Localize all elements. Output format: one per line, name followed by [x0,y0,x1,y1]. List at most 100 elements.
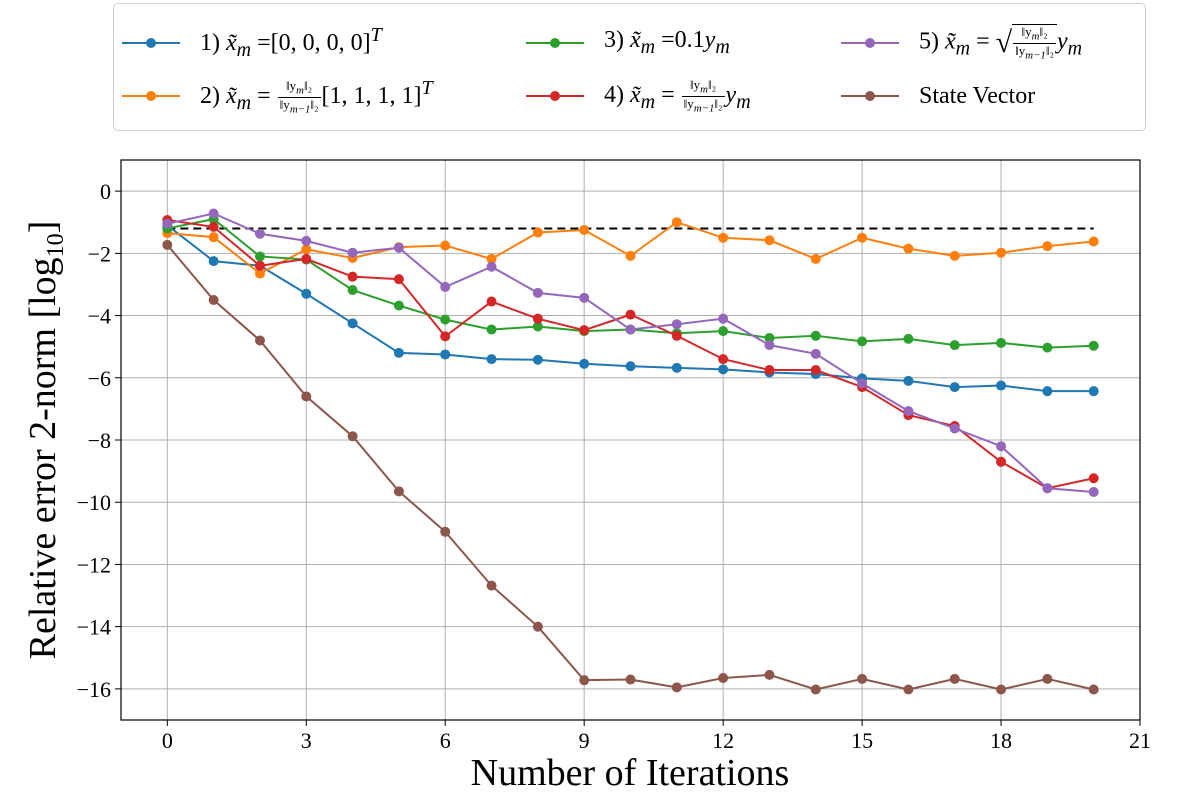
series-4-point-2 [254,260,265,271]
series-5-point-11 [671,319,682,330]
series-2-point-11 [671,217,682,228]
y-axis-label: Relative error 2-norm [log10] [22,221,69,660]
legend-entry-5: 5) x̃m = √ ‖ym‖₂ ‖ym−1‖₂ ym [841,23,1082,63]
series-2-point-2 [254,268,265,279]
legend-fraction-4: ‖ym‖₂ ‖ym−1‖₂ [681,76,725,115]
series-2-point-10 [625,250,636,261]
series-4 [162,215,1099,494]
y-tick-label-8: −16 [77,677,111,702]
x-tick-label-12: 12 [712,728,734,753]
legend-entry-3: 3) x̃m =0.1ym [526,23,730,63]
legend-marker-2 [122,91,180,101]
series-5-point-4 [347,247,358,258]
series-1-point-12 [718,364,729,375]
series-3-point-20 [1088,340,1099,351]
y-tick-label-1: −2 [88,241,111,266]
series-5-point-2 [254,228,265,239]
series-6-point-13 [764,669,775,680]
series-6-point-5 [393,486,404,497]
series-2-point-9 [579,225,590,235]
x-axis-label: Number of Iterations [471,752,790,794]
series-1-point-11 [671,362,682,373]
legend-entry-4: 4) x̃m = ‖ym‖₂ ‖ym−1‖₂ ym [526,76,751,116]
legend-entry-6: State Vector [841,76,1035,116]
series-6-point-1 [208,295,219,305]
series-3-point-15 [857,336,868,347]
series-1-point-1 [208,256,219,267]
series-1-point-9 [579,358,590,369]
x-tick-label-18: 18 [990,728,1012,753]
series-4-point-20 [1088,473,1099,484]
series-3-point-6 [440,314,451,325]
series-1-point-7 [486,354,497,365]
legend: 1) x̃m =[0, 0, 0, 0]T 2) x̃m = ‖ym‖₂ ‖ym… [113,3,1146,131]
legend-label-6: State Vector [919,82,1036,109]
legend-marker-6 [841,91,899,101]
series-3-point-7 [486,324,497,335]
legend-label-1: 1) x̃m =[0, 0, 0, 0]T [200,24,382,61]
legend-label-3: 3) x̃m =0.1ym [604,27,730,58]
series-4-point-5 [393,274,404,285]
series-6-point-0 [162,239,173,250]
series-5-point-10 [625,324,636,335]
x-tick-label-6: 6 [440,728,451,753]
y-tick-label-5: −10 [77,490,111,515]
series-4-point-3 [301,253,312,264]
x-tick-label-0: 0 [162,728,173,753]
y-tick-label-3: −6 [88,366,111,391]
series-2-point-7 [486,253,497,264]
series-5-point-6 [440,281,451,292]
series-5-point-15 [857,378,868,389]
series-2-point-20 [1088,236,1099,247]
series-3-point-4 [347,285,358,296]
series-5-point-9 [579,292,590,303]
series-6-point-20 [1088,684,1099,695]
x-axis-ticks: 0 3 6 9 12 15 18 21 [162,720,1151,753]
y-tick-label-2: −4 [88,304,111,329]
series-4-point-9 [579,325,590,336]
legend-fraction-2: ‖ym‖₂ ‖ym−1‖₂ [277,77,321,116]
series-6-point-10 [625,674,636,685]
legend-label-4: 4) x̃m = ‖ym‖₂ ‖ym−1‖₂ ym [604,76,751,115]
series-5-point-5 [393,242,404,253]
series-5-point-17 [949,423,960,434]
series-6-point-7 [486,580,497,591]
series-6-point-9 [579,675,590,686]
series-5-point-18 [996,441,1007,452]
series-3-point-16 [903,333,914,344]
series-4-point-12 [718,354,729,365]
series-5-point-19 [1042,483,1053,494]
y-tick-label-4: −8 [88,428,111,453]
series-1-point-4 [347,318,358,329]
series-4-point-14 [810,365,821,375]
series-2-point-18 [996,247,1007,258]
series-1-point-20 [1088,386,1099,397]
series-2-point-1 [208,232,219,243]
series-2-point-12 [718,232,729,243]
legend-marker-3 [526,38,584,48]
series-5-point-12 [718,313,729,324]
series-5-point-3 [301,235,312,246]
x-tick-label-3: 3 [301,728,312,753]
series-4-point-8 [532,313,543,324]
y-tick-label-7: −14 [77,615,111,640]
series-1-point-5 [393,347,404,358]
series-2-point-3 [301,244,312,255]
series-3-point-12 [718,326,729,337]
y-axis-label-main: Relative error 2-norm [log [22,257,64,659]
series-1-point-17 [949,382,960,393]
series-6-point-14 [810,684,821,695]
series-6-point-4 [347,431,358,442]
series-6-point-3 [301,391,312,402]
series-6-point-8 [532,621,543,632]
y-axis-ticks: 0 −2 −4 −6 −8 −10 −12 −14 −16 [77,179,121,702]
legend-label-2: 2) x̃m = ‖ym‖₂ ‖ym−1‖₂ [1, 1, 1, 1]T [200,76,433,116]
series-5 [162,208,1099,497]
series-2 [162,217,1099,279]
series-2-point-17 [949,250,960,261]
legend-sqrt-5: √ ‖ym‖₂ ‖ym−1‖₂ [996,24,1058,62]
y-axis-label-sub: 10 [43,233,69,257]
legend-entry-1: 1) x̃m =[0, 0, 0, 0]T [122,23,382,63]
x-tick-label-15: 15 [851,728,873,753]
